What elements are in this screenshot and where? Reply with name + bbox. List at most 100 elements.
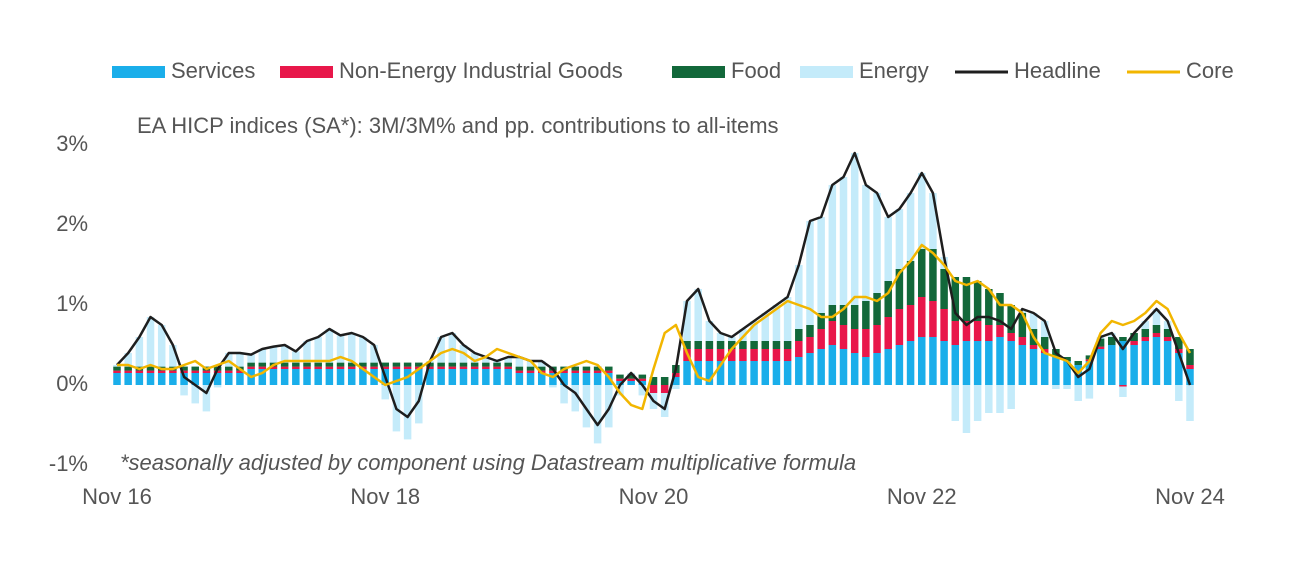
bar bbox=[705, 361, 714, 385]
bar bbox=[873, 293, 881, 325]
bar bbox=[649, 377, 658, 385]
bar bbox=[314, 366, 322, 369]
bar bbox=[504, 366, 512, 369]
bar bbox=[806, 337, 814, 353]
bar bbox=[906, 261, 915, 305]
bar bbox=[392, 362, 401, 367]
line bbox=[117, 243, 1192, 411]
bar bbox=[135, 370, 144, 373]
bar bbox=[269, 366, 278, 369]
bar bbox=[415, 369, 423, 385]
bar bbox=[359, 337, 367, 363]
bar bbox=[269, 346, 278, 363]
bar bbox=[672, 377, 680, 385]
bar bbox=[258, 349, 267, 363]
bar bbox=[638, 374, 647, 379]
bar bbox=[962, 277, 971, 321]
bar bbox=[258, 366, 267, 369]
bar bbox=[560, 385, 568, 404]
bar bbox=[672, 385, 680, 389]
bar bbox=[571, 373, 580, 385]
bar bbox=[962, 385, 971, 433]
bar bbox=[627, 374, 635, 379]
bar bbox=[705, 349, 714, 361]
y-tick-label: 2% bbox=[56, 211, 88, 236]
bar bbox=[1119, 341, 1127, 385]
bar bbox=[862, 301, 870, 329]
legend-swatch bbox=[672, 66, 725, 78]
bar bbox=[146, 373, 155, 385]
bar bbox=[806, 353, 814, 385]
bar bbox=[750, 349, 758, 361]
bar bbox=[973, 321, 982, 341]
bar bbox=[694, 341, 702, 349]
bar bbox=[873, 193, 881, 293]
bar bbox=[929, 193, 937, 249]
bar bbox=[549, 385, 557, 388]
bar bbox=[895, 209, 904, 269]
bar bbox=[225, 366, 233, 371]
bar bbox=[884, 217, 892, 281]
bar bbox=[1152, 337, 1161, 385]
bar bbox=[1063, 361, 1071, 385]
bar bbox=[325, 369, 334, 385]
bar bbox=[191, 370, 199, 373]
x-tick-label: Nov 16 bbox=[82, 484, 152, 509]
bar bbox=[616, 374, 624, 379]
bar bbox=[985, 341, 993, 385]
bar bbox=[727, 361, 736, 385]
bar bbox=[113, 373, 121, 385]
bar bbox=[504, 357, 512, 363]
bar bbox=[314, 362, 322, 367]
bar bbox=[157, 325, 166, 367]
bar bbox=[202, 370, 211, 373]
bar bbox=[381, 366, 389, 369]
legend-swatch bbox=[800, 66, 853, 78]
bar bbox=[929, 249, 937, 301]
bar bbox=[157, 370, 166, 373]
bar bbox=[146, 366, 155, 371]
x-tick-label: Nov 18 bbox=[350, 484, 420, 509]
bar bbox=[727, 337, 736, 341]
bar bbox=[347, 362, 356, 367]
bar bbox=[225, 373, 233, 385]
bar bbox=[694, 289, 702, 341]
bar bbox=[336, 369, 345, 385]
bar bbox=[705, 321, 714, 341]
bar bbox=[180, 385, 188, 396]
bar bbox=[526, 361, 535, 367]
bar bbox=[895, 269, 904, 309]
bar bbox=[504, 362, 512, 367]
bar bbox=[1018, 345, 1027, 385]
bar bbox=[135, 373, 144, 385]
bar bbox=[761, 313, 770, 341]
bar bbox=[392, 369, 401, 385]
bar bbox=[437, 369, 445, 385]
bar bbox=[303, 369, 311, 385]
bar bbox=[325, 329, 334, 363]
bar bbox=[415, 362, 423, 367]
bar bbox=[180, 370, 188, 373]
bar bbox=[1141, 341, 1150, 385]
bar bbox=[795, 265, 803, 329]
bar bbox=[336, 362, 345, 367]
bar bbox=[929, 301, 937, 337]
bar bbox=[727, 349, 736, 361]
bar bbox=[459, 362, 468, 367]
bar bbox=[940, 309, 948, 341]
bar bbox=[1052, 357, 1060, 385]
bar bbox=[716, 361, 725, 385]
bar bbox=[593, 370, 602, 373]
bar bbox=[225, 370, 233, 373]
bar bbox=[593, 373, 602, 385]
bar bbox=[828, 185, 837, 305]
bar bbox=[672, 373, 680, 377]
bar bbox=[303, 341, 311, 363]
bar bbox=[247, 354, 255, 363]
bar bbox=[325, 362, 334, 367]
bar bbox=[1085, 385, 1094, 399]
bar bbox=[169, 373, 177, 385]
bar bbox=[1040, 337, 1049, 349]
bar bbox=[359, 362, 367, 367]
bar bbox=[493, 366, 501, 369]
